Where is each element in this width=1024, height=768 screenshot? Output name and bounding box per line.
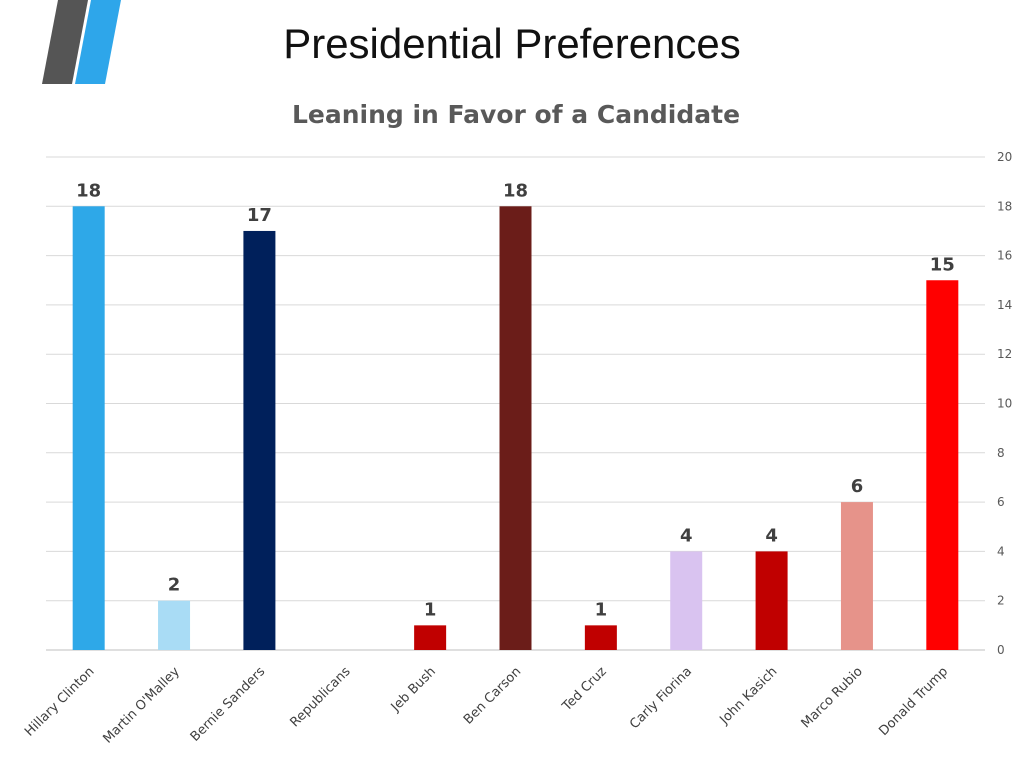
category-label: Carly Fiorina: [627, 664, 695, 732]
y-tick-label: 16: [997, 249, 1012, 263]
y-tick-label: 2: [997, 594, 1005, 608]
category-label: Bernie Sanders: [188, 664, 269, 745]
stripes-logo-icon: [75, 0, 121, 84]
data-label: 18: [503, 180, 528, 201]
data-label: 18: [76, 180, 101, 201]
bar: [72, 206, 105, 651]
data-label: 4: [765, 525, 778, 546]
data-label: 1: [424, 599, 437, 620]
y-tick-label: 6: [997, 495, 1005, 509]
bar: [414, 625, 447, 650]
bar: [158, 600, 191, 650]
data-label: 17: [247, 205, 272, 226]
y-tick-label: 4: [997, 544, 1005, 558]
bar: [499, 206, 532, 651]
y-tick-label: 12: [997, 347, 1012, 361]
stripes-logo-icon: [42, 0, 88, 84]
slide-title: Presidential Preferences: [283, 20, 741, 67]
category-label: Republicans: [287, 664, 353, 730]
y-tick-label: 0: [997, 643, 1005, 657]
data-label: 6: [851, 476, 864, 497]
bar: [670, 551, 703, 650]
category-label: John Kasich: [716, 664, 780, 728]
y-tick-label: 20: [997, 150, 1012, 164]
y-tick-label: 18: [997, 199, 1012, 213]
category-label: Martin O'Malley: [100, 664, 183, 747]
data-label: 2: [168, 575, 181, 596]
category-label: Marco Rubio: [799, 664, 866, 731]
data-label: 4: [680, 525, 693, 546]
slide-logo: [42, 0, 121, 84]
bar: [243, 230, 276, 650]
category-label: Ben Carson: [461, 664, 524, 727]
y-tick-label: 14: [997, 298, 1012, 312]
data-label: 1: [595, 599, 608, 620]
bar: [755, 551, 788, 650]
category-label: Jeb Bush: [388, 664, 439, 715]
bar: [926, 280, 959, 650]
chart-title: Leaning in Favor of a Candidate: [291, 100, 741, 129]
bar: [584, 625, 617, 650]
category-label: Hillary Clinton: [22, 664, 97, 739]
data-label: 15: [930, 254, 955, 275]
category-label: Ted Cruz: [559, 664, 610, 715]
bar: [840, 502, 873, 650]
y-tick-label: 8: [997, 446, 1005, 460]
category-label: Donald Trump: [876, 664, 951, 739]
y-tick-label: 10: [997, 397, 1012, 411]
